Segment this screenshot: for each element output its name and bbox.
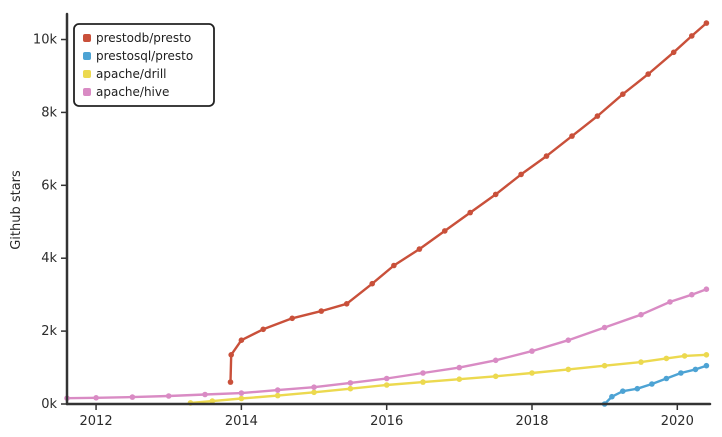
data-point-prestodb-presto	[227, 379, 234, 385]
data-point-apache-hive	[565, 337, 572, 344]
legend-swatch-hive	[83, 88, 91, 96]
data-point-apache-drill	[209, 398, 216, 404]
data-point-prestodb-presto	[689, 33, 695, 39]
data-point-apache-hive	[667, 299, 673, 305]
legend-label-prestosql: prestosql/presto	[96, 49, 193, 63]
data-point-apache-drill	[420, 379, 426, 385]
data-point-apache-drill	[529, 370, 535, 376]
data-point-prestodb-presto	[442, 228, 448, 234]
data-point-prestodb-presto	[416, 246, 423, 252]
y-ticks: 0k 2k 4k 6k 8k 10k	[33, 33, 67, 412]
data-point-apache-hive	[420, 370, 426, 376]
data-point-prestodb-presto	[228, 352, 234, 358]
data-point-apache-hive	[202, 391, 208, 398]
legend-label-prestodb: prestodb/presto	[96, 31, 191, 45]
legend-box	[73, 23, 215, 107]
data-point-apache-drill	[703, 352, 710, 358]
data-point-apache-hive	[165, 393, 172, 399]
data-point-apache-hive	[129, 394, 136, 400]
y-tick-label: 0k	[41, 397, 57, 412]
data-point-prestosql-presto	[692, 366, 699, 373]
data-point-prestodb-presto	[569, 133, 575, 139]
data-point-prestosql-presto	[663, 375, 670, 382]
data-point-apache-drill	[565, 366, 572, 373]
legend-swatch-prestodb	[83, 34, 91, 42]
data-point-apache-drill	[681, 353, 688, 359]
data-point-prestodb-presto	[238, 337, 245, 344]
data-point-prestosql-presto	[620, 388, 626, 395]
data-point-apache-drill	[601, 362, 608, 369]
plot-series	[64, 20, 710, 407]
data-point-apache-hive	[347, 380, 354, 386]
data-point-apache-drill	[638, 359, 644, 365]
x-tick-label: 2014	[225, 414, 258, 429]
series-line-prestodb-presto	[229, 21, 708, 384]
series-line-apache-drill	[189, 353, 708, 405]
data-point-prestodb-presto	[645, 71, 651, 77]
series-line-apache-hive	[65, 288, 708, 400]
legend-label-drill: apache/drill	[96, 67, 167, 81]
legend-label-hive: apache/hive	[96, 85, 169, 99]
data-point-prestodb-presto	[620, 91, 626, 97]
data-point-apache-hive	[93, 395, 99, 401]
data-point-apache-drill	[663, 355, 670, 362]
data-point-prestosql-presto	[678, 370, 684, 376]
data-point-prestodb-presto	[492, 191, 499, 198]
data-point-apache-hive	[274, 387, 281, 393]
data-point-apache-hive	[456, 364, 463, 371]
y-axis-title: Github stars	[9, 170, 24, 250]
data-point-prestosql-presto	[703, 362, 710, 369]
data-point-prestodb-presto	[543, 153, 550, 159]
data-point-apache-hive	[529, 348, 535, 354]
legend-swatch-drill	[83, 70, 91, 78]
data-point-apache-hive	[703, 286, 710, 293]
data-point-apache-drill	[347, 385, 354, 392]
data-point-prestodb-presto	[369, 280, 376, 287]
legend: prestodb/presto prestosql/presto apache/…	[73, 23, 215, 107]
y-tick-label: 10k	[33, 33, 58, 48]
data-point-apache-hive	[689, 291, 695, 298]
data-point-prestodb-presto	[289, 315, 296, 322]
x-tick-label: 2018	[515, 414, 548, 429]
data-point-apache-hive	[311, 384, 317, 391]
data-point-prestodb-presto	[260, 326, 267, 333]
data-point-prestodb-presto	[318, 308, 325, 314]
legend-swatch-prestosql	[83, 52, 91, 60]
data-point-prestosql-presto	[634, 385, 641, 392]
data-point-prestodb-presto	[343, 301, 350, 307]
y-tick-label: 8k	[41, 105, 57, 120]
data-point-apache-hive	[601, 324, 608, 331]
data-point-prestodb-presto	[703, 20, 710, 26]
data-point-apache-drill	[274, 392, 281, 399]
y-tick-label: 6k	[41, 178, 57, 193]
data-point-apache-drill	[456, 376, 463, 383]
y-tick-label: 4k	[41, 251, 57, 266]
data-point-apache-hive	[383, 375, 390, 382]
data-point-prestosql-presto	[649, 381, 655, 387]
data-point-prestodb-presto	[391, 262, 397, 269]
x-tick-label: 2020	[661, 414, 694, 429]
data-point-apache-drill	[238, 395, 245, 402]
data-point-apache-drill	[383, 382, 390, 388]
x-tick-label: 2016	[370, 414, 403, 429]
y-tick-label: 2k	[41, 324, 57, 339]
data-point-apache-drill	[492, 373, 499, 380]
axes: 0k 2k 4k 6k 8k 10k 2012 2014 2016 2018 2020 Githu…	[9, 12, 712, 429]
data-point-apache-drill	[311, 389, 317, 396]
data-point-prestodb-presto	[670, 49, 677, 56]
data-point-apache-hive	[492, 357, 499, 364]
series-line-prestosql-presto	[603, 364, 708, 406]
data-point-apache-hive	[638, 311, 644, 318]
x-ticks: 2012 2014 2016 2018 2020	[80, 404, 694, 429]
data-point-prestodb-presto	[467, 209, 474, 216]
data-point-prestosql-presto	[609, 393, 615, 400]
data-point-apache-hive	[238, 390, 245, 396]
data-point-prestodb-presto	[518, 171, 524, 178]
data-point-prestodb-presto	[594, 113, 601, 119]
x-tick-label: 2012	[80, 414, 113, 429]
